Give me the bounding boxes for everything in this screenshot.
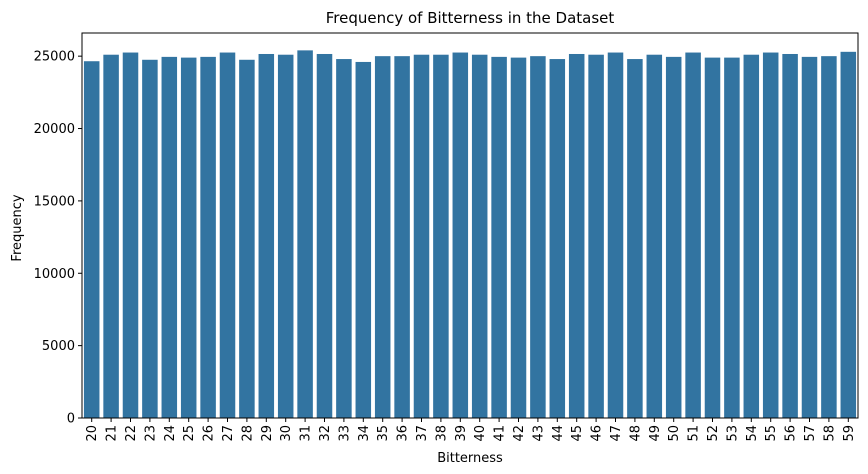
bar-40 bbox=[471, 54, 488, 419]
x-tick-label-55: 55 bbox=[764, 425, 779, 442]
y-tick-label-10000: 10000 bbox=[34, 267, 75, 282]
bar-53 bbox=[724, 57, 740, 419]
x-tick-label-34: 34 bbox=[357, 425, 372, 442]
bar-35 bbox=[374, 56, 391, 418]
x-tick-label-36: 36 bbox=[396, 425, 411, 442]
x-tick-label-30: 30 bbox=[279, 425, 294, 442]
y-tick-label-0: 0 bbox=[67, 412, 75, 427]
y-tick-label-20000: 20000 bbox=[34, 122, 75, 137]
bar-51 bbox=[685, 52, 701, 418]
x-tick-label-22: 22 bbox=[124, 425, 139, 442]
x-tick-label-59: 59 bbox=[842, 425, 857, 442]
x-tick-label-33: 33 bbox=[337, 425, 352, 442]
bar-59 bbox=[840, 51, 857, 418]
bar-38 bbox=[433, 54, 449, 419]
x-tick-label-29: 29 bbox=[260, 425, 275, 442]
y-tick-label-15000: 15000 bbox=[34, 194, 75, 209]
bar-54 bbox=[743, 54, 760, 419]
chart-title: Frequency of Bitterness in the Dataset bbox=[326, 9, 615, 27]
x-tick-label-21: 21 bbox=[105, 425, 120, 442]
bar-32 bbox=[316, 53, 333, 418]
x-tick-label-43: 43 bbox=[531, 425, 546, 442]
x-tick-label-48: 48 bbox=[628, 425, 643, 442]
bar-42 bbox=[510, 57, 527, 419]
bar-45 bbox=[568, 53, 585, 418]
x-tick-label-27: 27 bbox=[221, 425, 236, 442]
x-tick-label-45: 45 bbox=[570, 425, 585, 442]
bar-41 bbox=[491, 56, 507, 418]
x-tick-label-50: 50 bbox=[667, 425, 682, 442]
bar-39 bbox=[452, 52, 469, 418]
plot-frame bbox=[81, 32, 859, 419]
x-tick-label-57: 57 bbox=[803, 425, 818, 442]
x-tick-label-28: 28 bbox=[240, 425, 255, 442]
bar-44 bbox=[549, 59, 566, 418]
bar-56 bbox=[782, 53, 798, 418]
x-tick-label-31: 31 bbox=[299, 425, 314, 442]
bar-26 bbox=[200, 56, 216, 418]
x-tick-label-47: 47 bbox=[609, 425, 624, 442]
bar-31 bbox=[297, 50, 313, 419]
bars-group bbox=[83, 50, 857, 419]
bar-58 bbox=[821, 56, 837, 418]
bar-52 bbox=[704, 57, 721, 419]
x-tick-label-46: 46 bbox=[590, 425, 605, 442]
x-tick-label-32: 32 bbox=[318, 425, 333, 442]
bar-27 bbox=[219, 52, 236, 418]
bar-33 bbox=[336, 59, 352, 418]
bar-49 bbox=[646, 54, 663, 419]
x-tick-label-52: 52 bbox=[706, 425, 721, 442]
y-tick-label-5000: 5000 bbox=[42, 339, 75, 354]
x-tick-label-54: 54 bbox=[745, 425, 760, 442]
x-tick-label-42: 42 bbox=[512, 425, 527, 442]
x-tick-label-37: 37 bbox=[415, 425, 430, 442]
bar-30 bbox=[277, 54, 294, 419]
bar-48 bbox=[627, 59, 643, 418]
x-tick-label-51: 51 bbox=[687, 425, 702, 442]
bar-23 bbox=[142, 59, 158, 419]
bar-20 bbox=[83, 61, 100, 418]
bar-47 bbox=[607, 52, 624, 418]
bar-24 bbox=[161, 56, 178, 418]
bar-25 bbox=[180, 57, 197, 419]
bar-29 bbox=[258, 53, 275, 418]
x-tick-label-58: 58 bbox=[822, 425, 837, 442]
x-tick-label-38: 38 bbox=[434, 425, 449, 442]
bar-37 bbox=[413, 54, 430, 419]
x-tick-label-44: 44 bbox=[551, 425, 566, 442]
y-axis-label: Frequency bbox=[10, 194, 25, 261]
x-tick-label-25: 25 bbox=[182, 425, 197, 442]
x-axis-label: Bitterness bbox=[437, 451, 503, 466]
x-tick-label-20: 20 bbox=[85, 425, 100, 442]
x-tick-label-41: 41 bbox=[493, 425, 508, 442]
x-tick-label-49: 49 bbox=[648, 425, 663, 442]
bar-43 bbox=[530, 56, 546, 418]
bar-21 bbox=[103, 54, 119, 419]
bar-46 bbox=[588, 54, 604, 419]
x-tick-label-40: 40 bbox=[473, 425, 488, 442]
bar-55 bbox=[762, 52, 779, 418]
y-tick-label-25000: 25000 bbox=[34, 50, 75, 65]
y-axis: 0 5000 10000 15000 20000 25000 bbox=[34, 50, 82, 427]
x-axis: 20 21 22 23 24 25 26 27 28 29 30 31 32 33 34 35 36 37 38 39… bbox=[85, 418, 857, 442]
bar-34 bbox=[355, 61, 372, 419]
x-tick-label-35: 35 bbox=[376, 425, 391, 442]
x-tick-label-23: 23 bbox=[143, 425, 158, 442]
bar-22 bbox=[122, 52, 139, 418]
x-tick-label-53: 53 bbox=[725, 425, 740, 442]
x-tick-label-56: 56 bbox=[784, 425, 799, 442]
bar-36 bbox=[394, 56, 410, 418]
bar-50 bbox=[665, 56, 682, 418]
x-tick-label-26: 26 bbox=[202, 425, 217, 442]
x-tick-label-24: 24 bbox=[163, 425, 178, 442]
bar-57 bbox=[801, 56, 818, 418]
x-tick-label-39: 39 bbox=[454, 425, 469, 442]
bar-28 bbox=[239, 59, 255, 419]
